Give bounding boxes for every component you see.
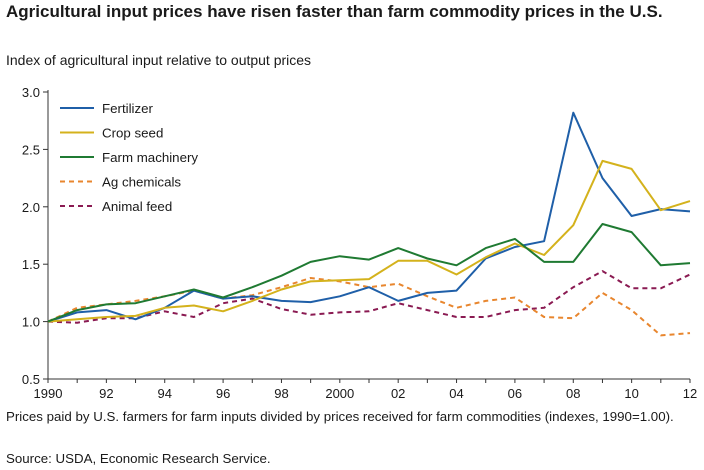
x-tick-label: 96	[216, 386, 230, 401]
legend-label: Farm machinery	[102, 150, 198, 165]
x-tick-label: 06	[508, 386, 522, 401]
y-tick-label: 2.5	[22, 142, 40, 157]
line-chart: 0.5 1.0 1.5 2.0 2.5 3.0 1990 92 94 96 98 2000 02 04 06…	[22, 85, 697, 401]
y-tick-label: 3.0	[22, 85, 40, 100]
legend-label: Crop seed	[102, 126, 163, 141]
legend-label: Ag chemicals	[102, 175, 181, 190]
y-tick-label: 1.5	[22, 257, 40, 272]
x-tick-label: 98	[274, 386, 288, 401]
chart-title: Agricultural input prices have risen fas…	[6, 2, 663, 21]
x-tick-label: 04	[449, 386, 463, 401]
x-tick-label: 2000	[325, 386, 354, 401]
legend-label: Fertilizer	[102, 101, 154, 116]
series-line-crop-seed	[47, 159, 691, 323]
series-line-fertilizer	[47, 111, 691, 323]
source-note: Source: USDA, Economic Research Service.	[6, 451, 271, 466]
x-tick-label: 1990	[34, 386, 63, 401]
x-tick-label: 08	[566, 386, 580, 401]
x-tick-label: 92	[99, 386, 113, 401]
x-tick-label: 02	[391, 386, 405, 401]
footnote: Prices paid by U.S. farmers for farm inp…	[6, 409, 674, 424]
y-tick-label: 0.5	[22, 372, 40, 387]
x-tick-label: 12	[683, 386, 697, 401]
y-axis-label: Index of agricultural input relative to …	[6, 52, 312, 68]
y-tick-label: 1.0	[22, 315, 40, 330]
x-tick-label: 94	[157, 386, 171, 401]
x-tick-label: 10	[624, 386, 638, 401]
series-line-animal-feed	[47, 270, 691, 324]
legend-label: Animal feed	[102, 199, 172, 214]
y-tick-label: 2.0	[22, 200, 40, 215]
series-line-farm-machinery	[47, 223, 691, 323]
